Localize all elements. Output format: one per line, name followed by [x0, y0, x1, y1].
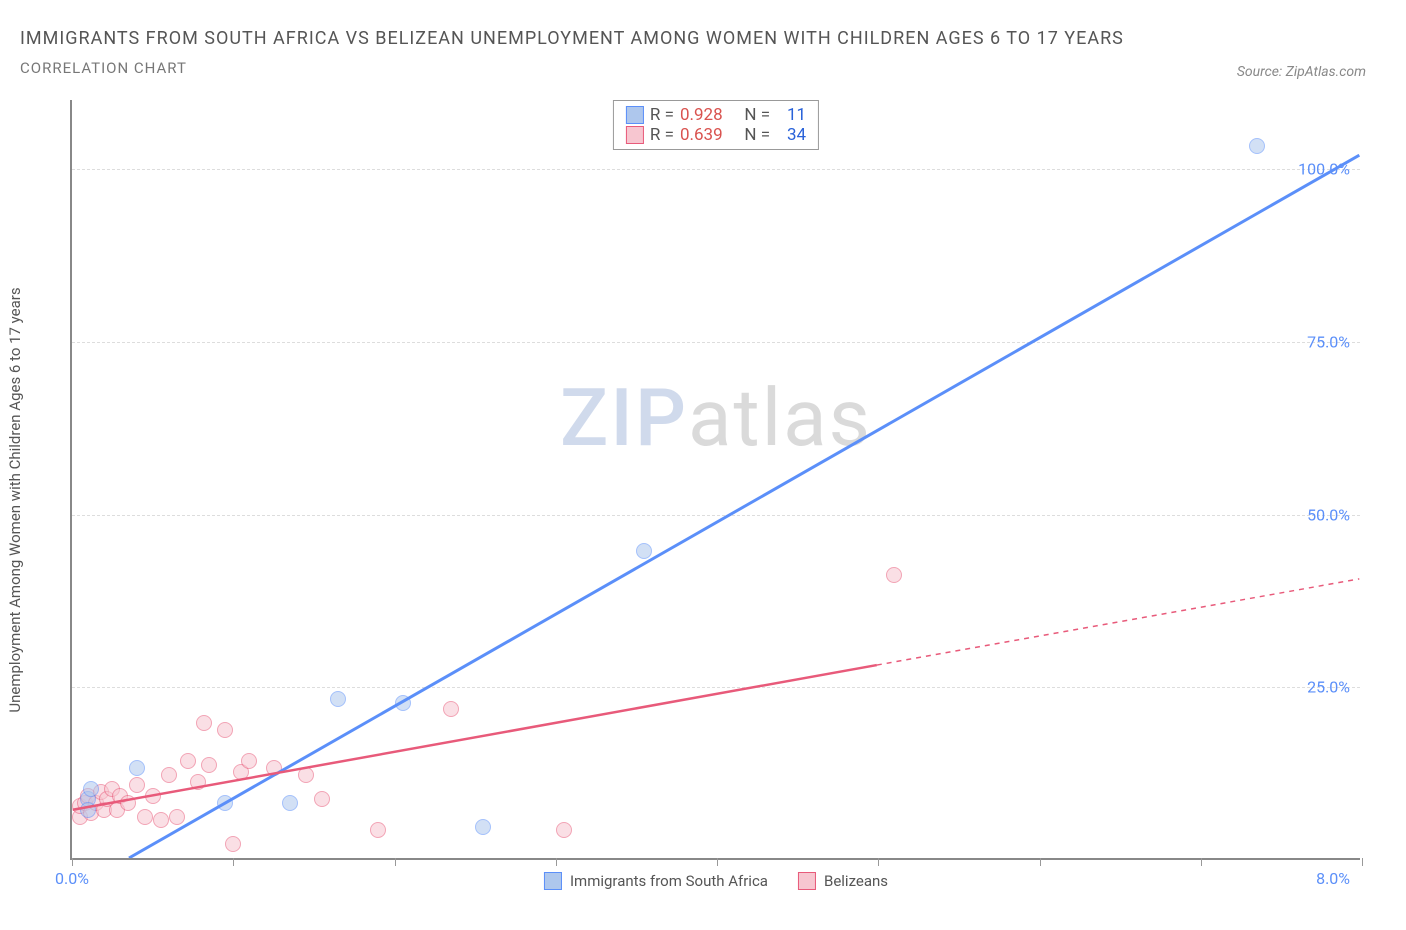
y-tick-label: 100.0% [1298, 160, 1350, 179]
n-label: N = [736, 125, 770, 145]
grid-line [72, 169, 1360, 170]
legend-bottom: Immigrants from South Africa Belizeans [544, 872, 888, 890]
legend-item: Immigrants from South Africa [544, 872, 768, 890]
grid-line [72, 687, 1360, 688]
x-tick [72, 858, 73, 866]
data-point [153, 812, 169, 828]
legend-swatch [626, 106, 644, 124]
r-label: R = [650, 105, 674, 125]
data-point [145, 788, 161, 804]
data-point [83, 781, 99, 797]
data-point [298, 767, 314, 783]
x-tick [1201, 858, 1202, 866]
y-tick-label: 25.0% [1307, 678, 1350, 697]
data-point [161, 767, 177, 783]
r-value: 0.639 [680, 125, 730, 145]
data-point [1249, 138, 1265, 154]
legend-label: Immigrants from South Africa [570, 872, 768, 890]
data-point [217, 795, 233, 811]
trend-lines [72, 100, 1360, 858]
data-point [196, 715, 212, 731]
page-subtitle: CORRELATION CHART [20, 59, 1386, 77]
r-label: R = [650, 125, 674, 145]
legend-swatch [544, 872, 562, 890]
data-point [330, 691, 346, 707]
data-point [120, 795, 136, 811]
data-point [636, 543, 652, 559]
legend-item: Belizeans [798, 872, 888, 890]
legend-swatch [798, 872, 816, 890]
data-point [475, 819, 491, 835]
watermark: ZIPatlas [560, 371, 872, 465]
data-point [137, 809, 153, 825]
legend-swatch [626, 126, 644, 144]
data-point [886, 567, 902, 583]
data-point [314, 791, 330, 807]
x-tick [878, 858, 879, 866]
data-point [80, 802, 96, 818]
correlation-chart: Unemployment Among Women with Children A… [20, 90, 1386, 910]
x-tick [717, 858, 718, 866]
data-point [169, 809, 185, 825]
x-tick [233, 858, 234, 866]
legend-stats-box: R = 0.928 N = 11 R = 0.639 N = 34 [613, 100, 819, 150]
data-point [370, 822, 386, 838]
x-tick-label: 8.0% [1316, 869, 1350, 888]
legend-stats-row: R = 0.928 N = 11 [626, 105, 806, 125]
data-point [395, 695, 411, 711]
x-tick [395, 858, 396, 866]
source-attribution: Source: ZipAtlas.com [1237, 64, 1366, 80]
n-value: 34 [776, 125, 806, 145]
grid-line [72, 342, 1360, 343]
x-tick [1040, 858, 1041, 866]
x-tick [1362, 858, 1363, 866]
n-label: N = [736, 105, 770, 125]
y-tick-label: 50.0% [1307, 505, 1350, 524]
data-point [282, 795, 298, 811]
data-point [241, 753, 257, 769]
y-axis-label: Unemployment Among Women with Children A… [6, 287, 24, 712]
y-tick-label: 75.0% [1307, 332, 1350, 351]
data-point [556, 822, 572, 838]
data-point [443, 701, 459, 717]
legend-stats-row: R = 0.639 N = 34 [626, 125, 806, 145]
data-point [217, 722, 233, 738]
legend-label: Belizeans [824, 872, 888, 890]
plot-area: ZIPatlas R =0.928 N =11R =0.639 N =34 Im… [70, 100, 1360, 860]
n-value: 11 [776, 105, 806, 125]
data-point [129, 777, 145, 793]
x-tick [556, 858, 557, 866]
data-point [266, 760, 282, 776]
page-title: IMMIGRANTS FROM SOUTH AFRICA VS BELIZEAN… [20, 28, 1386, 49]
r-value: 0.928 [680, 105, 730, 125]
data-point [180, 753, 196, 769]
data-point [190, 774, 206, 790]
grid-line [72, 515, 1360, 516]
x-tick-label: 0.0% [55, 869, 89, 888]
data-point [225, 836, 241, 852]
data-point [129, 760, 145, 776]
data-point [201, 757, 217, 773]
